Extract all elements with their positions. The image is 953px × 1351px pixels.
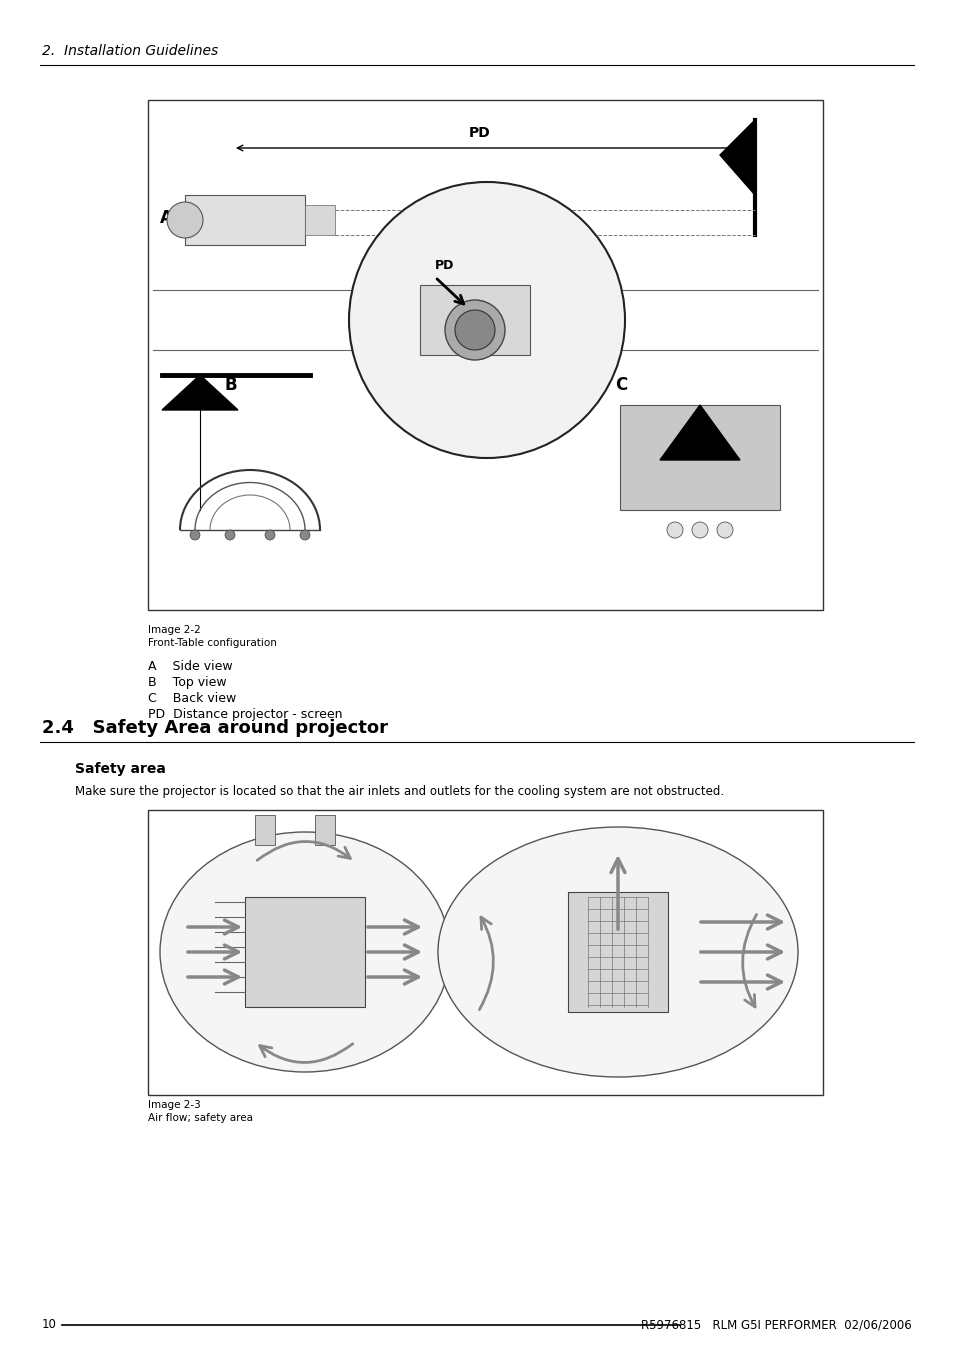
Circle shape: [167, 203, 203, 238]
Text: Make sure the projector is located so that the air inlets and outlets for the co: Make sure the projector is located so th…: [75, 785, 723, 798]
Text: C    Back view: C Back view: [148, 692, 236, 705]
Text: C: C: [615, 376, 626, 394]
Text: R5976815   RLM G5I PERFORMER  02/06/2006: R5976815 RLM G5I PERFORMER 02/06/2006: [640, 1319, 911, 1332]
Text: Front-Table configuration: Front-Table configuration: [148, 638, 276, 648]
Polygon shape: [162, 376, 237, 409]
Text: 2.4   Safety Area around projector: 2.4 Safety Area around projector: [42, 719, 388, 738]
Circle shape: [717, 521, 732, 538]
Text: PD: PD: [435, 259, 455, 272]
Circle shape: [265, 530, 274, 540]
Polygon shape: [659, 405, 740, 459]
Text: 10: 10: [42, 1319, 57, 1332]
Bar: [305, 205, 335, 235]
Circle shape: [225, 530, 234, 540]
Text: 2.  Installation Guidelines: 2. Installation Guidelines: [42, 45, 218, 58]
Bar: [148, 811, 822, 1096]
Bar: [185, 195, 305, 245]
Circle shape: [444, 300, 504, 359]
Bar: [245, 897, 365, 1006]
Polygon shape: [720, 120, 754, 195]
Text: PD: PD: [469, 126, 491, 141]
Circle shape: [190, 530, 200, 540]
Bar: [314, 815, 335, 844]
Text: Image 2-3: Image 2-3: [148, 1100, 200, 1111]
Ellipse shape: [437, 827, 797, 1077]
Bar: [419, 285, 530, 355]
Text: Safety area: Safety area: [75, 762, 166, 775]
Bar: [148, 100, 822, 611]
Text: A: A: [160, 209, 172, 227]
Circle shape: [691, 521, 707, 538]
Text: A    Side view: A Side view: [148, 661, 233, 673]
Circle shape: [455, 309, 495, 350]
Circle shape: [299, 530, 310, 540]
Text: B    Top view: B Top view: [148, 676, 227, 689]
Text: PD  Distance projector - screen: PD Distance projector - screen: [148, 708, 342, 721]
Ellipse shape: [160, 832, 450, 1071]
Bar: [619, 405, 780, 509]
Circle shape: [666, 521, 682, 538]
Text: B: B: [225, 376, 237, 394]
Circle shape: [349, 182, 624, 458]
Text: Image 2-2: Image 2-2: [148, 626, 200, 635]
Bar: [567, 892, 667, 1012]
Bar: [254, 815, 274, 844]
Text: Air flow; safety area: Air flow; safety area: [148, 1113, 253, 1123]
